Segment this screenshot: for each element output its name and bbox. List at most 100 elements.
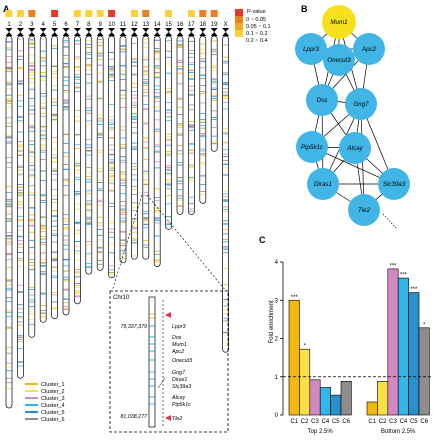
network-node-atcay <box>339 132 371 164</box>
centromere-icon-chr-5 <box>51 28 59 36</box>
pvalue-swatch-0 <box>235 9 243 16</box>
chr-label-19: 19 <box>211 22 218 28</box>
chart-category-label: C6 <box>342 419 350 425</box>
pvalue-box-chr-19 <box>210 10 218 17</box>
bar-bottom25-c1 <box>366 401 378 416</box>
pvalue-label-3: 0.2 ~ 0.4 <box>246 38 268 44</box>
network-node-label-dos: Dos <box>316 97 327 104</box>
pvalue-label-1: 0.05 ~ 0.1 <box>246 24 271 30</box>
chr-label-8: 8 <box>87 22 91 28</box>
cluster-label-4: Cluster_5 <box>41 410 65 416</box>
pvalue-box-chr-12 <box>130 10 138 17</box>
network-node-label-slc39a3: Slc39a3 <box>383 181 406 188</box>
chr-label-18: 18 <box>199 22 206 28</box>
pvalue-box-chr-15 <box>165 10 173 17</box>
pvalue-box-chr-13 <box>142 10 150 17</box>
pvalue-box-chr-7 <box>73 10 81 17</box>
centromere-icon-chr-3 <box>28 28 36 36</box>
chr10-zoom-inset: Chr10 79,337,379 81,038,277 Lppr3 Dos Mu… <box>109 194 229 433</box>
zoom-gene-slc39a3: Slc39a3 <box>172 384 191 390</box>
chart-ytick-label: 4 <box>275 260 279 266</box>
chr-label-1: 1 <box>7 22 11 28</box>
cluster-label-2: Cluster_3 <box>41 396 65 402</box>
bar-bottom25-c2 <box>377 381 389 416</box>
chart-ytick-label: 2 <box>275 337 279 343</box>
bar-bottom25-c4 <box>397 277 409 416</box>
network-node-gng7 <box>345 88 377 120</box>
network-node-label-pip5k1c: Pip5k1c <box>301 144 324 151</box>
chr-label-9: 9 <box>99 22 103 28</box>
zoom-frame <box>109 290 229 433</box>
bar-bottom25-c3 <box>387 268 399 416</box>
chart-category-label: C5 <box>332 419 340 425</box>
chr-label-13: 13 <box>142 22 149 28</box>
chromosome-chr-9 <box>96 35 104 271</box>
zoom-connector-right <box>146 194 227 292</box>
centromere-icon-chr-19 <box>210 28 218 36</box>
zoom-gene-gng7: Gng7 <box>172 370 186 376</box>
chr-label-6: 6 <box>64 22 68 28</box>
bar-top25-c3 <box>309 379 321 416</box>
chromosome-chr-2 <box>17 35 24 379</box>
centromere-icon-chr-18 <box>199 28 207 36</box>
chart-ylabel: Fold enrichment <box>269 300 275 343</box>
network-node-label-atcay: Atcay <box>346 145 363 152</box>
significance-stars: * <box>303 344 306 350</box>
zoom-gene-pip5k1c: Pip5k1c <box>172 402 191 408</box>
bar-bottom25-c6 <box>418 327 430 416</box>
centromere-icon-chr-6 <box>62 28 70 36</box>
bar-top25-c4 <box>319 387 331 416</box>
significance-stars: *** <box>410 287 418 293</box>
bar-top25-c5 <box>330 394 342 416</box>
chr-label-17: 17 <box>188 22 195 28</box>
chart-category-label: C4 <box>322 419 330 425</box>
centromere-icon-chr-10 <box>108 28 116 36</box>
centromere-icon-chr-8 <box>85 28 93 36</box>
network-node-label-tle2: Tle2 <box>358 207 371 214</box>
pvalue-swatch-3 <box>235 30 243 37</box>
centromere-icon-chr-15 <box>165 28 173 36</box>
bar-top25-c6 <box>340 381 352 416</box>
cluster-legend: Cluster_1 Cluster_2 Cluster_3 Cluster_4 … <box>25 382 65 423</box>
cluster-label-1: Cluster_2 <box>41 389 65 395</box>
pvalue-box-chr-1 <box>5 10 13 17</box>
chromosome-chr-1 <box>5 35 13 409</box>
chr-label-10: 10 <box>108 22 115 28</box>
chart-category-label: C6 <box>420 419 428 425</box>
zoom-end-coord: 81,038,277 <box>120 414 148 420</box>
centromere-icon-chr-13 <box>142 28 150 36</box>
cluster-label-5: Cluster_6 <box>41 417 65 423</box>
network-node-label-gng7: Gng7 <box>353 101 369 108</box>
pvalue-label-2: 0.1 ~ 0.2 <box>246 31 268 37</box>
chart-ytick-label: 0 <box>275 413 279 419</box>
network-node-slc39a3 <box>378 168 410 200</box>
significance-stars: *** <box>291 295 299 301</box>
network-node-pip5k1c <box>296 131 328 163</box>
network-node-label-onecut3: Onecut3 <box>327 57 351 64</box>
zoom-bracket-line <box>157 377 166 389</box>
pvalue-box-chr-10 <box>108 10 116 17</box>
pvalue-swatch-1 <box>235 16 243 23</box>
centromere-icon-chr-11 <box>119 28 127 36</box>
zoom-gene-tle2: Tle2 <box>172 416 182 422</box>
zoom-gene-mum1: Mum1 <box>172 342 187 348</box>
chromosome-chr-3 <box>28 35 36 338</box>
centromere-icon-chr-X <box>222 28 230 36</box>
pvalue-box-chr-2 <box>16 10 24 17</box>
significance-stars: * <box>423 322 426 328</box>
chart-group-label: Top 2.5% <box>308 429 334 435</box>
panel-letter-b: B <box>301 4 308 14</box>
network-node-diras1 <box>307 168 339 200</box>
chr-label-12: 12 <box>131 22 138 28</box>
chart-category-label: C3 <box>311 419 319 425</box>
network-node-label-mum1: Mum1 <box>330 19 347 26</box>
pvalue-label-0: 0 ~ 0.05 <box>246 17 266 23</box>
centromere-icon-chr-9 <box>96 28 104 36</box>
centromere-icon-chr-4 <box>39 28 47 36</box>
zoom-chr-label: Chr10 <box>113 295 130 301</box>
chart-category-label: C2 <box>379 419 387 425</box>
chr-label-16: 16 <box>177 22 184 28</box>
chromosome-ideogram: 1 2 3 4 5 6 7 8 9 10 11 12 13 14 15 16 17 18 19 X <box>5 10 230 409</box>
chromosome-chr-4 <box>39 35 47 323</box>
